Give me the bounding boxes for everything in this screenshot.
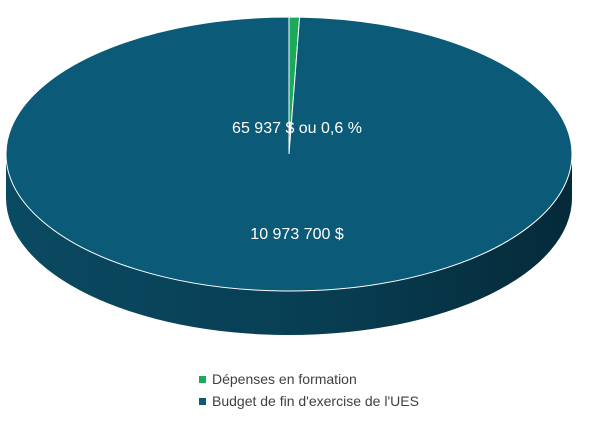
legend-item-formation: Dépenses en formation — [199, 368, 419, 390]
legend-item-budget: Budget de fin d'exercise de l'UES — [199, 390, 419, 412]
legend-swatch-formation — [199, 375, 206, 383]
legend-label-budget: Budget de fin d'exercise de l'UES — [212, 393, 419, 409]
slice-label-formation: 65 937 $ ou 0,6 % — [232, 120, 362, 137]
pie-slice-budget — [5, 16, 573, 292]
pie-side — [6, 154, 572, 335]
slice-label-budget: 10 973 700 $ — [250, 226, 344, 243]
legend-label-formation: Dépenses en formation — [212, 371, 357, 387]
legend: Dépenses en formation Budget de fin d'ex… — [199, 368, 419, 412]
legend-swatch-budget — [199, 397, 206, 405]
